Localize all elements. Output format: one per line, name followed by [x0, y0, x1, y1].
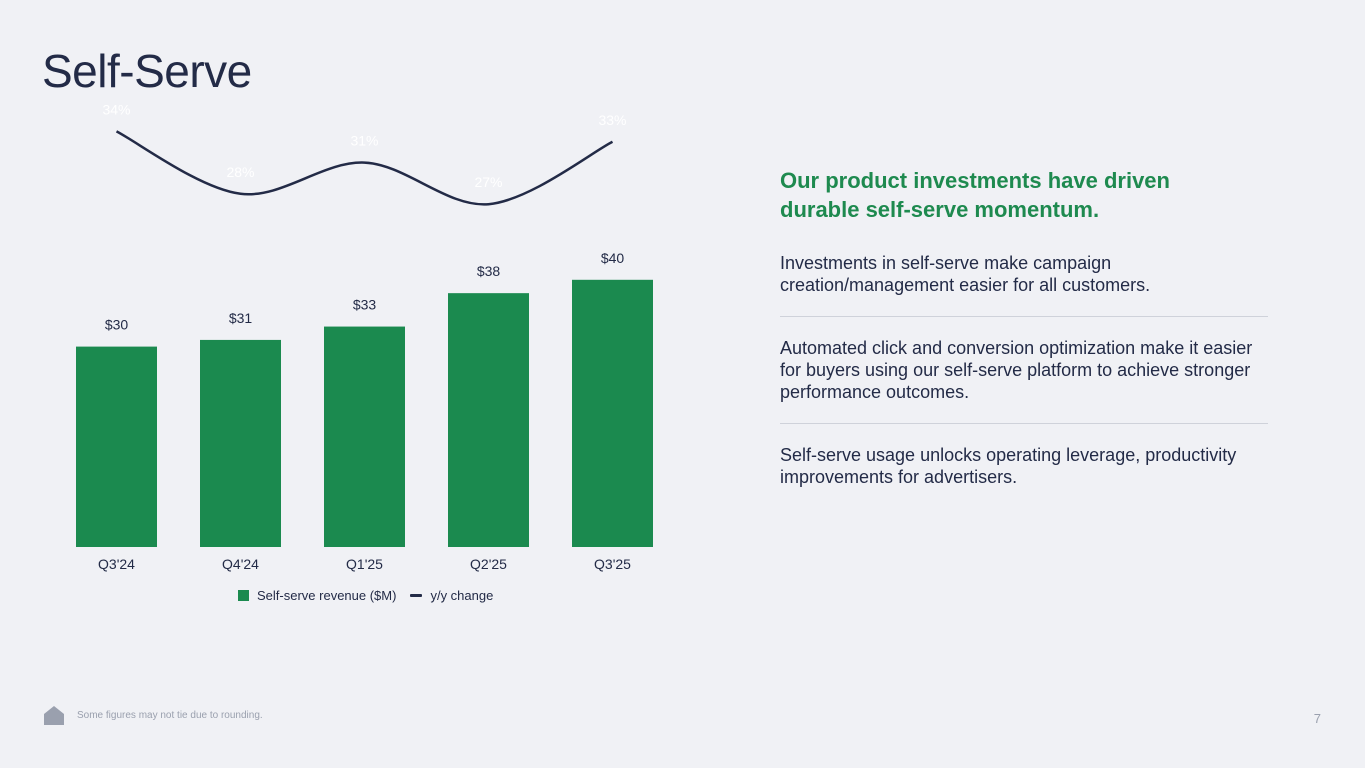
legend-line-swatch [410, 594, 423, 597]
bar-value-label: $40 [601, 250, 625, 266]
x-tick-label: Q2'25 [470, 556, 507, 572]
yoy-change-line [115, 130, 614, 206]
bar-value-label: $30 [105, 317, 129, 333]
panel-divider [780, 423, 1268, 424]
bar-value-label: $33 [353, 297, 377, 313]
panel-point-3: Self-serve usage unlocks operating lever… [780, 445, 1237, 487]
x-tick-label: Q3'24 [98, 556, 135, 572]
revenue-bar [324, 326, 405, 547]
legend-label-bars: Self-serve revenue ($M) [257, 588, 397, 603]
panel-divider [780, 316, 1268, 317]
revenue-chart: $30 Q3'24 $31 Q4'24 $33 Q1'25 $38 Q2'25 $40 Q3'25… [76, 101, 653, 572]
chart-legend: Self-serve revenue ($M) y/y change [238, 588, 493, 603]
revenue-bar [200, 339, 281, 547]
x-tick-label: Q3'25 [594, 556, 631, 572]
house-logo-icon [44, 706, 64, 725]
commentary-panel: Our product investments have driven dura… [780, 166, 1268, 508]
page-number: 7 [1313, 711, 1321, 726]
revenue-bar [448, 293, 529, 547]
yoy-value-label: 33% [598, 112, 626, 128]
yoy-value-label: 28% [226, 164, 254, 180]
panel-headline: Our product investments have driven dura… [780, 168, 1170, 222]
bar-value-label: $38 [477, 263, 501, 279]
x-tick-label: Q4'24 [222, 556, 259, 572]
legend-item-bars: Self-serve revenue ($M) [238, 588, 396, 603]
yoy-value-label: 34% [102, 101, 130, 117]
yoy-value-label: 31% [350, 133, 378, 149]
yoy-value-label: 27% [474, 174, 502, 190]
page-title: Self-Serve [42, 45, 252, 97]
bar-value-label: $31 [229, 310, 253, 326]
footnote: Some figures may not tie due to rounding… [77, 710, 263, 721]
legend-label-line: y/y change [430, 588, 494, 603]
panel-point-2: Automated click and conversion optimizat… [780, 338, 1253, 402]
legend-item-line: y/y change [410, 588, 493, 603]
x-tick-label: Q1'25 [346, 556, 383, 572]
revenue-bar [76, 346, 157, 547]
revenue-bar [572, 279, 653, 547]
panel-point-1: Investments in self-serve make campaign … [780, 253, 1151, 295]
legend-bar-swatch [238, 590, 249, 601]
